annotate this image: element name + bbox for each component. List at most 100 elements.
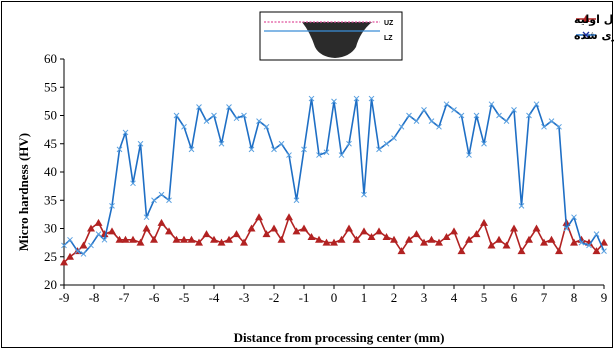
series-1-point xyxy=(556,123,562,130)
series-1-point xyxy=(316,152,322,158)
series-1-point xyxy=(137,140,144,147)
series-1-point xyxy=(74,248,81,254)
series-1-point xyxy=(101,236,108,243)
series-1-point xyxy=(398,123,405,130)
series-1-point xyxy=(586,242,592,249)
series-0-point xyxy=(292,227,301,235)
series-1-point xyxy=(563,225,570,232)
series-1-point xyxy=(80,251,87,257)
series-0-point xyxy=(322,238,331,246)
series-1-point xyxy=(368,95,375,102)
series-0-point xyxy=(352,235,361,243)
series-1-point xyxy=(458,112,465,119)
x-tick-label: -4 xyxy=(209,290,220,305)
series-0-point xyxy=(450,227,458,235)
series-0-point xyxy=(457,247,466,255)
series-1-point xyxy=(436,123,442,130)
inset-diagram: UZ LZ xyxy=(259,11,403,61)
x-tick-label: 8 xyxy=(571,290,578,305)
x-tick-label: -5 xyxy=(179,290,190,305)
series-1-point xyxy=(383,140,390,147)
x-tick-label: -2 xyxy=(269,290,280,305)
legend-triangle-marker xyxy=(582,15,590,22)
series-0-point xyxy=(255,213,263,221)
series-0-point xyxy=(525,235,533,243)
series-1-point xyxy=(143,214,150,221)
series-0-point xyxy=(225,235,233,243)
series-0-point xyxy=(382,232,391,240)
series-0-point xyxy=(487,241,496,249)
x-tick-label: -8 xyxy=(89,290,100,305)
y-tick-label: 55 xyxy=(44,79,57,94)
series-1-point xyxy=(338,152,345,158)
y-tick-label: 25 xyxy=(44,249,57,264)
series-1-point xyxy=(166,197,172,204)
series-1-point xyxy=(466,152,472,158)
x-axis-title: Distance from processing center (mm) xyxy=(234,330,445,345)
series-0-point xyxy=(195,238,203,246)
y-tick-label: 40 xyxy=(44,164,57,179)
series-1-point xyxy=(233,115,240,122)
series-0-point xyxy=(337,235,346,243)
series-1-point xyxy=(496,112,502,119)
x-tick-label: 9 xyxy=(601,290,608,305)
series-0-point xyxy=(510,224,518,232)
legend-label-initial: اتصال اولیه xyxy=(574,13,614,26)
series-0-point xyxy=(121,235,130,243)
legend-x-marker xyxy=(582,31,590,39)
x-tick-label: -9 xyxy=(59,290,70,305)
series-0-point xyxy=(94,218,103,226)
series-0-point xyxy=(165,227,173,235)
series-0-point xyxy=(66,252,74,260)
legend: اتصال اولیه اتصال فرآوری شده xyxy=(574,13,614,42)
series-0-point xyxy=(300,224,308,232)
x-tick-label: -7 xyxy=(119,290,130,305)
series-1-point xyxy=(196,104,202,110)
series-1-point xyxy=(413,118,420,125)
series-1-point xyxy=(109,203,115,209)
series-0-point xyxy=(442,232,451,240)
series-1-point xyxy=(593,231,600,238)
series-1-point xyxy=(308,95,315,102)
legend-label-processed: اتصال فرآوری شده xyxy=(574,28,614,42)
series-1-point xyxy=(541,123,547,130)
series-1-point xyxy=(503,118,510,125)
series-0-point xyxy=(100,230,109,238)
series-0-point xyxy=(315,235,323,243)
series-1-point xyxy=(88,242,94,249)
series-1-point xyxy=(158,191,165,198)
series-1-point xyxy=(451,106,457,113)
series-1-point xyxy=(578,239,585,246)
series-0-point xyxy=(517,247,526,255)
series-1-point xyxy=(61,242,67,249)
x-tick-label: -6 xyxy=(149,290,160,305)
series-0-point xyxy=(502,241,511,249)
series-1-point xyxy=(188,146,195,153)
series-0-point xyxy=(412,230,421,238)
y-tick-label: 50 xyxy=(44,108,57,123)
series-1-point xyxy=(286,152,292,158)
series-1-point xyxy=(518,203,525,209)
series-0-point xyxy=(592,247,601,255)
series-0-point xyxy=(360,227,368,235)
series-1-point xyxy=(443,101,450,108)
series-0-point xyxy=(330,238,338,246)
series-1-point xyxy=(421,106,427,113)
series-0-point xyxy=(129,235,137,243)
series-0-point xyxy=(397,247,406,255)
series-1-point xyxy=(511,106,517,113)
y-tick-label: 45 xyxy=(44,136,57,151)
x-tick-label: 1 xyxy=(361,290,368,305)
series-0-point xyxy=(115,235,124,243)
series-0-point xyxy=(142,224,151,232)
series-1-point xyxy=(211,112,217,119)
series-1-point xyxy=(353,95,360,102)
y-tick-label: 60 xyxy=(44,51,57,66)
series-0-point xyxy=(150,235,158,243)
series-1-point xyxy=(95,231,102,238)
series-0-point xyxy=(240,238,248,246)
series-1-point xyxy=(278,140,285,147)
